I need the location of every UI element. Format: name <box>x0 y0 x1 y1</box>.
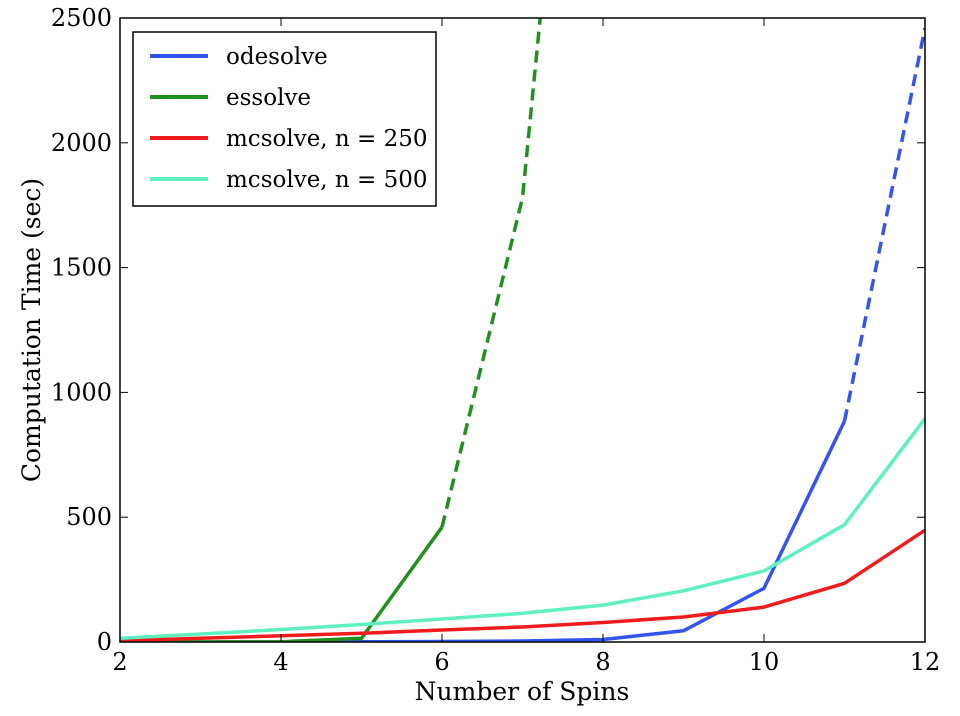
x-tick-label: 6 <box>434 648 449 676</box>
y-tick-label: 1500 <box>51 254 112 282</box>
legend: odesolve essolve mcsolve, n = 250 mcsolve, … <box>132 31 437 207</box>
y-tick-label: 500 <box>66 503 112 531</box>
y-tick-label: 2000 <box>51 129 112 157</box>
series-dashed-line-1 <box>440 18 542 528</box>
legend-label-3: mcsolve, n = 500 <box>226 167 428 193</box>
legend-label-2: mcsolve, n = 250 <box>226 126 428 152</box>
legend-label-1: essolve <box>226 85 311 111</box>
x-axis-title: Number of Spins <box>415 677 630 706</box>
tick-layer: 2 4 6 8 10 12 0 500 1000 1500 2000 2500 <box>51 4 940 676</box>
series-line-3 <box>120 417 925 641</box>
x-tick-label: 4 <box>273 648 288 676</box>
y-axis-title: Computation Time (sec) <box>17 178 46 482</box>
legend-label-0: odesolve <box>226 44 328 70</box>
series-line-2 <box>120 528 925 642</box>
series-line-1 <box>120 526 444 642</box>
plot-frame <box>119 17 926 643</box>
series-dashed-line-0 <box>842 27 925 422</box>
x-tick-label: 8 <box>595 648 610 676</box>
x-tick-label: 2 <box>112 648 127 676</box>
x-tick-label: 10 <box>749 648 780 676</box>
y-tick-label: 1000 <box>51 378 112 406</box>
y-tick-label: 2500 <box>51 4 112 32</box>
y-tick-label: 0 <box>97 628 112 656</box>
x-tick-label: 12 <box>910 648 941 676</box>
